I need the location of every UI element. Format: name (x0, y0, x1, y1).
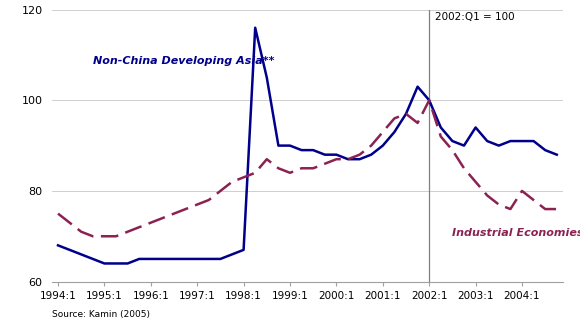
Text: 2002:Q1 = 100: 2002:Q1 = 100 (435, 12, 514, 22)
Text: Source: Kamin (2005): Source: Kamin (2005) (52, 310, 150, 319)
Text: Non-China Developing Asia**: Non-China Developing Asia** (93, 56, 274, 66)
Text: Industrial Economies**: Industrial Economies** (452, 228, 580, 238)
